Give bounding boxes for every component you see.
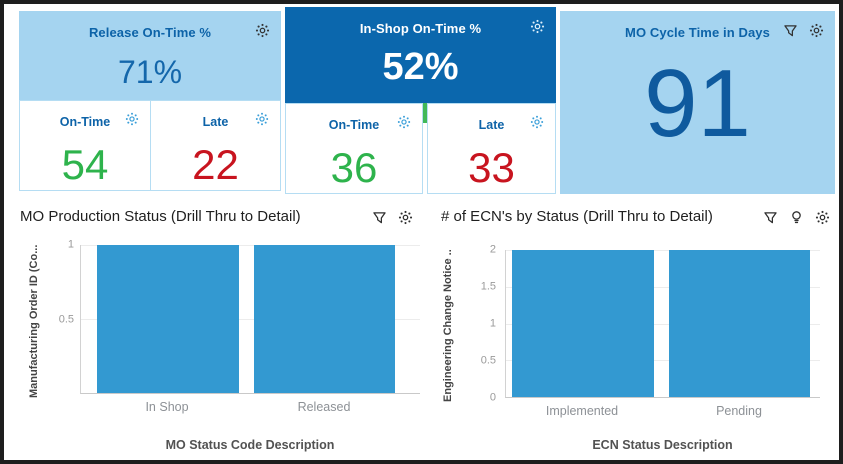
chart-ecn-by-status: # of ECN's by Status (Drill Thru to Deta… (432, 200, 839, 458)
filter-icon[interactable] (762, 209, 779, 226)
x-axis-label: MO Status Code Description (165, 438, 335, 452)
kpi-tile-in-shop-on-time[interactable]: In-Shop On-Time % 52% (285, 7, 556, 103)
kpi-value: 71% (117, 54, 183, 90)
bar-slot (253, 245, 395, 393)
bar-slot (512, 250, 654, 397)
kpi-sub-value: 33 (468, 144, 515, 191)
sparkle-icon[interactable] (254, 111, 270, 127)
kpi-title: Release On-Time % (88, 25, 212, 40)
kpi-title: MO Cycle Time in Days (625, 25, 770, 40)
x-axis-categories: Implemented Pending (505, 404, 820, 418)
chart-title: # of ECN's by Status (Drill Thru to Deta… (441, 208, 713, 225)
kpi-sub-label: Late (202, 115, 229, 129)
sparkle-icon[interactable] (814, 209, 831, 226)
kpi-tile-mo-cycle-time[interactable]: MO Cycle Time in Days 91 (560, 11, 835, 194)
x-category-label: In Shop (145, 400, 189, 414)
y-tick-label: 0.5 (58, 312, 74, 325)
sparkle-icon[interactable] (808, 22, 825, 39)
y-tick-label: 0.5 (480, 354, 496, 367)
plot-area (80, 245, 420, 394)
kpi-tile-release-on-time[interactable]: Release On-Time % 71% (19, 11, 281, 100)
y-tick-label: 1 (489, 317, 496, 330)
gridline (506, 250, 820, 251)
kpi-value: 52% (382, 46, 459, 88)
kpi-tile-in-shop-on-time-count[interactable]: On-Time 36 (285, 103, 423, 194)
y-tick-label: 0 (489, 391, 496, 404)
bar-implemented[interactable] (512, 250, 654, 397)
y-axis-ticks: 1 0.5 (8, 238, 74, 394)
kpi-sub-label: Late (478, 118, 505, 132)
kpi-tile-release-late-count[interactable]: Late 22 (150, 100, 281, 191)
kpi-sub-value: 54 (61, 141, 109, 188)
gridline (81, 319, 420, 320)
bar-pending[interactable] (668, 250, 810, 397)
sparkle-icon[interactable] (396, 114, 412, 130)
chart-title: MO Production Status (Drill Thru to Deta… (20, 208, 301, 225)
kpi-header: MO Cycle Time in Days (560, 11, 835, 42)
gridline (81, 245, 420, 246)
x-axis-label: ECN Status Description (592, 438, 733, 452)
gridline (506, 286, 820, 288)
x-category-label: Pending (716, 404, 762, 418)
kpi-tile-release-on-time-count[interactable]: On-Time 54 (19, 100, 151, 191)
kpi-sub-label: On-Time (59, 115, 111, 129)
kpi-header: Release On-Time % (19, 11, 281, 42)
x-category-label: Released (297, 400, 351, 414)
sparkle-icon[interactable] (397, 209, 414, 226)
kpi-sub-value: 36 (330, 144, 378, 191)
kpi-title: In-Shop On-Time % (359, 21, 482, 36)
y-axis-ticks: 2 1.5 1 0.5 0 (432, 243, 496, 403)
kpi-sub-value: 22 (192, 141, 239, 188)
sparkle-icon[interactable] (254, 22, 271, 39)
bar-in-shop[interactable] (97, 245, 239, 393)
gridline (506, 360, 820, 362)
kpi-header: In-Shop On-Time % (285, 7, 556, 38)
y-tick-label: 1.5 (480, 280, 496, 293)
bar-released[interactable] (253, 245, 395, 393)
kpi-sub-label: On-Time (328, 118, 380, 132)
sparkle-icon[interactable] (529, 114, 545, 130)
x-axis-categories: In Shop Released (80, 400, 420, 414)
bar-slot (668, 250, 810, 397)
y-tick-label: 1 (67, 238, 74, 251)
kpi-tile-in-shop-late-count[interactable]: Late 33 (427, 103, 556, 194)
lightbulb-icon[interactable] (788, 209, 805, 226)
x-category-label: Implemented (545, 404, 619, 418)
filter-icon[interactable] (782, 22, 799, 39)
filter-icon[interactable] (371, 209, 388, 226)
gridline (506, 323, 820, 325)
chart-mo-production-status: MO Production Status (Drill Thru to Deta… (8, 200, 428, 458)
bar-slot (97, 245, 239, 393)
sparkle-icon[interactable] (124, 111, 140, 127)
y-tick-label: 2 (489, 243, 496, 256)
sparkle-icon[interactable] (529, 18, 546, 35)
selection-accent (423, 103, 427, 123)
plot-area (505, 250, 820, 398)
kpi-value: 91 (644, 50, 751, 157)
